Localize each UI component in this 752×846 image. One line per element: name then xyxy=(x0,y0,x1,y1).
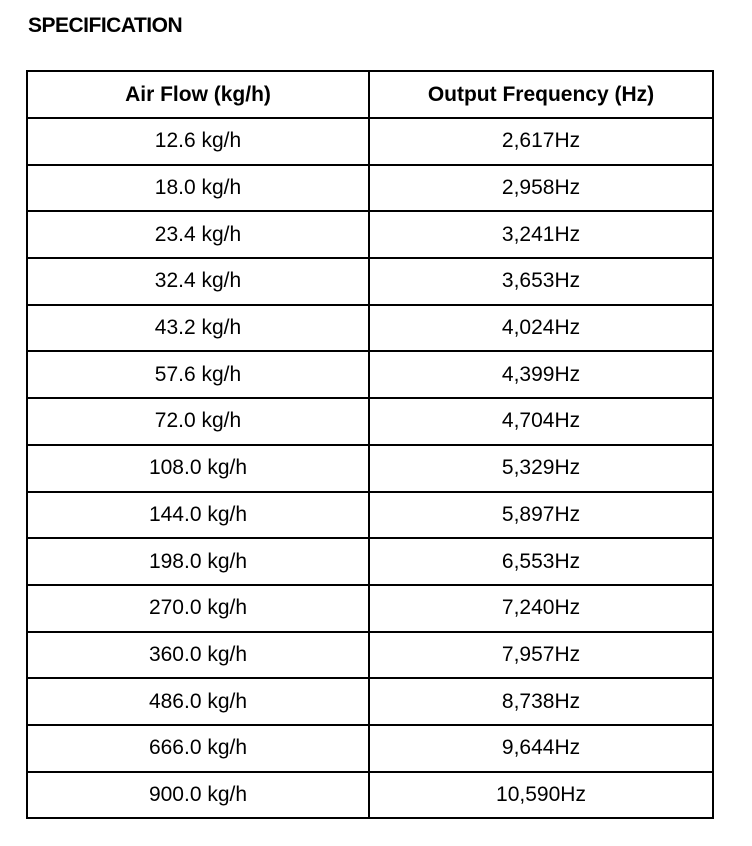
air-flow-cell: 144.0 kg/h xyxy=(26,490,370,540)
air-flow-cell: 57.6 kg/h xyxy=(26,350,370,400)
output-frequency-cell: 2,958Hz xyxy=(368,163,714,213)
air-flow-cell: 360.0 kg/h xyxy=(26,630,370,680)
air-flow-cell: 12.6 kg/h xyxy=(26,117,370,166)
air-flow-cell: 18.0 kg/h xyxy=(26,163,370,213)
table-row: 270.0 kg/h 7,240Hz xyxy=(26,583,714,633)
air-flow-cell: 198.0 kg/h xyxy=(26,537,370,586)
air-flow-cell: 32.4 kg/h xyxy=(26,257,370,306)
air-flow-cell: 43.2 kg/h xyxy=(26,303,370,353)
table-row: 12.6 kg/h 2,617Hz xyxy=(26,117,714,166)
table-row: 32.4 kg/h 3,653Hz xyxy=(26,257,714,306)
page-title: SPECIFICATION xyxy=(28,14,183,37)
output-frequency-cell: 7,957Hz xyxy=(368,630,714,680)
table-row: 43.2 kg/h 4,024Hz xyxy=(26,303,714,353)
table-header-row: Air Flow (kg/h) Output Frequency (Hz) xyxy=(26,70,714,119)
specification-table: Air Flow (kg/h) Output Frequency (Hz) 12… xyxy=(26,70,714,820)
output-frequency-cell: 4,024Hz xyxy=(368,303,714,353)
air-flow-cell: 486.0 kg/h xyxy=(26,677,370,726)
output-frequency-cell: 6,553Hz xyxy=(368,537,714,586)
output-frequency-cell: 3,241Hz xyxy=(368,210,714,260)
air-flow-cell: 72.0 kg/h xyxy=(26,397,370,446)
table-row: 900.0 kg/h 10,590Hz xyxy=(26,770,714,820)
output-frequency-cell: 2,617Hz xyxy=(368,117,714,166)
table-row: 198.0 kg/h 6,553Hz xyxy=(26,537,714,586)
table-row: 18.0 kg/h 2,958Hz xyxy=(26,163,714,213)
table-row: 486.0 kg/h 8,738Hz xyxy=(26,677,714,726)
air-flow-cell: 270.0 kg/h xyxy=(26,583,370,633)
table-row: 23.4 kg/h 3,241Hz xyxy=(26,210,714,260)
output-frequency-cell: 8,738Hz xyxy=(368,677,714,726)
header-output-frequency: Output Frequency (Hz) xyxy=(368,70,714,119)
output-frequency-cell: 5,897Hz xyxy=(368,490,714,540)
air-flow-cell: 108.0 kg/h xyxy=(26,443,370,493)
table-row: 72.0 kg/h 4,704Hz xyxy=(26,397,714,446)
table-row: 360.0 kg/h 7,957Hz xyxy=(26,630,714,680)
header-air-flow: Air Flow (kg/h) xyxy=(26,70,370,119)
table-row: 666.0 kg/h 9,644Hz xyxy=(26,723,714,773)
output-frequency-cell: 9,644Hz xyxy=(368,723,714,773)
air-flow-cell: 666.0 kg/h xyxy=(26,723,370,773)
table-row: 144.0 kg/h 5,897Hz xyxy=(26,490,714,540)
output-frequency-cell: 5,329Hz xyxy=(368,443,714,493)
output-frequency-cell: 3,653Hz xyxy=(368,257,714,306)
table-row: 108.0 kg/h 5,329Hz xyxy=(26,443,714,493)
output-frequency-cell: 10,590Hz xyxy=(368,770,714,820)
table-row: 57.6 kg/h 4,399Hz xyxy=(26,350,714,400)
output-frequency-cell: 7,240Hz xyxy=(368,583,714,633)
air-flow-cell: 900.0 kg/h xyxy=(26,770,370,820)
output-frequency-cell: 4,399Hz xyxy=(368,350,714,400)
air-flow-cell: 23.4 kg/h xyxy=(26,210,370,260)
output-frequency-cell: 4,704Hz xyxy=(368,397,714,446)
